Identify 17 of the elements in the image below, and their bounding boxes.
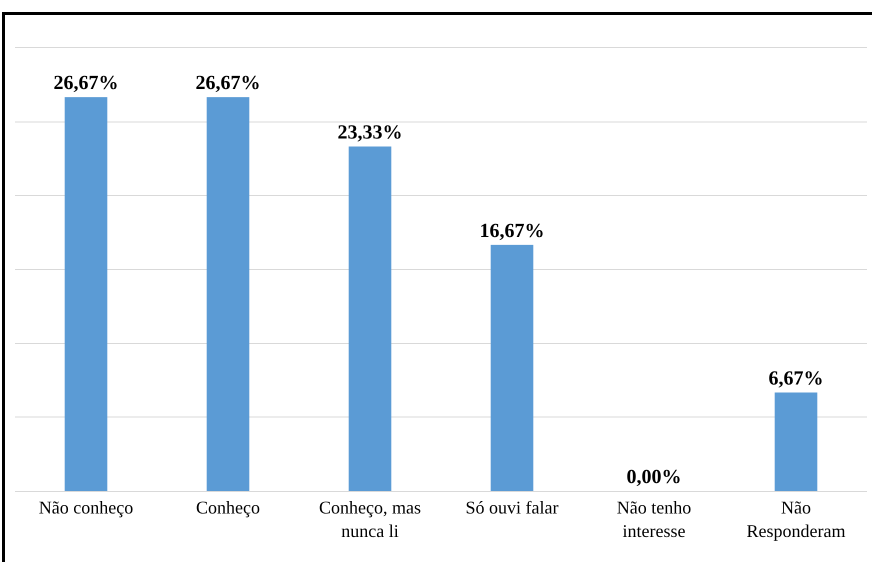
data-label: 23,33% — [338, 121, 402, 144]
bar — [774, 392, 818, 491]
bar — [206, 97, 250, 491]
x-tick-label: Conheço — [196, 498, 260, 518]
data-label: 0,00% — [626, 466, 682, 488]
bar — [64, 97, 108, 491]
data-label: 6,67% — [768, 368, 824, 390]
x-tick-label: Só ouvi falar — [466, 498, 558, 518]
bar — [490, 244, 534, 491]
x-tick-label: Não tenho interesse — [616, 498, 692, 541]
x-tick-label: Não conheço — [38, 498, 134, 518]
data-label: 26,67% — [196, 72, 260, 94]
x-tick-label: Não Responderam — [746, 498, 846, 541]
x-tick-label: Conheço, mas nunca li — [319, 498, 421, 541]
data-label: 16,67% — [480, 220, 544, 242]
data-label: 26,67% — [54, 72, 118, 94]
bar — [348, 146, 392, 491]
